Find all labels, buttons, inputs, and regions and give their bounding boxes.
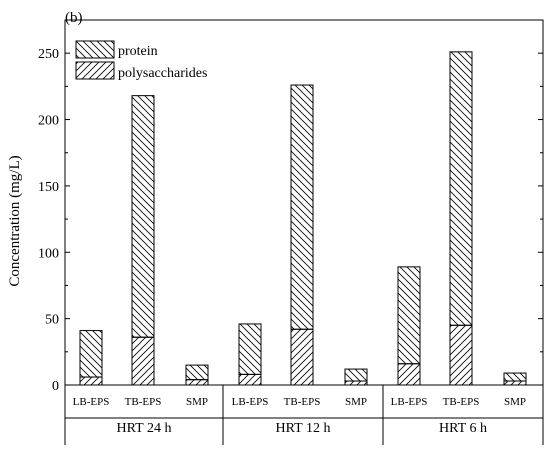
bar-protein [397,266,421,365]
y-tick-label: 0 [52,379,59,394]
bar-polysaccharides [397,363,421,386]
bar-protein [131,95,155,338]
bar-polysaccharides [503,380,527,386]
bar-polysaccharides [344,380,368,386]
bar-protein [344,368,368,382]
x-tick-label: SMP [504,396,526,408]
bar-protein [449,51,473,326]
bar-protein [185,364,209,381]
y-tick-label: 150 [38,180,59,195]
bar-protein [79,330,103,378]
bar-polysaccharides [290,328,314,386]
x-tick-label: TB-EPS [125,396,162,408]
y-tick-label: 50 [45,313,59,328]
bar-polysaccharides [185,379,209,386]
y-tick-label: 100 [38,246,59,261]
bars [79,51,527,386]
legend-label-protein: protein [118,44,158,59]
legend-swatch-protein [75,40,115,59]
bar-polysaccharides [79,376,103,386]
x-tick-label: LB-EPS [391,396,428,408]
legend: protein polysaccharides [75,40,207,81]
x-tick-label: LB-EPS [232,396,269,408]
x-tick-label: TB-EPS [284,396,321,408]
axes: 0 50 100 150 200 250 HRT 24 h HRT 12 h HRT 6 h LB… [38,19,544,445]
bar-polysaccharides [238,373,262,386]
bar-protein [238,323,262,375]
legend-swatch-polysaccharides [75,61,115,80]
y-axis-label: Concentration (mg/L) [7,155,23,286]
group-label: HRT 24 h [117,421,172,436]
group-label: HRT 12 h [276,421,331,436]
bar-polysaccharides [449,324,473,386]
y-tick-label: 200 [38,114,59,129]
x-tick-label: LB-EPS [73,396,110,408]
bar-polysaccharides [131,336,155,386]
x-tick-label: SMP [345,396,367,408]
legend-label-polysaccharides: polysaccharides [118,66,207,81]
y-tick-label: 250 [38,47,59,62]
panel-label: (b) [65,10,83,26]
x-tick-label: SMP [186,396,208,408]
group-label: HRT 6 h [439,421,487,436]
x-tick-label: TB-EPS [443,396,480,408]
bar-protein [503,372,527,382]
bar-protein [290,84,314,330]
